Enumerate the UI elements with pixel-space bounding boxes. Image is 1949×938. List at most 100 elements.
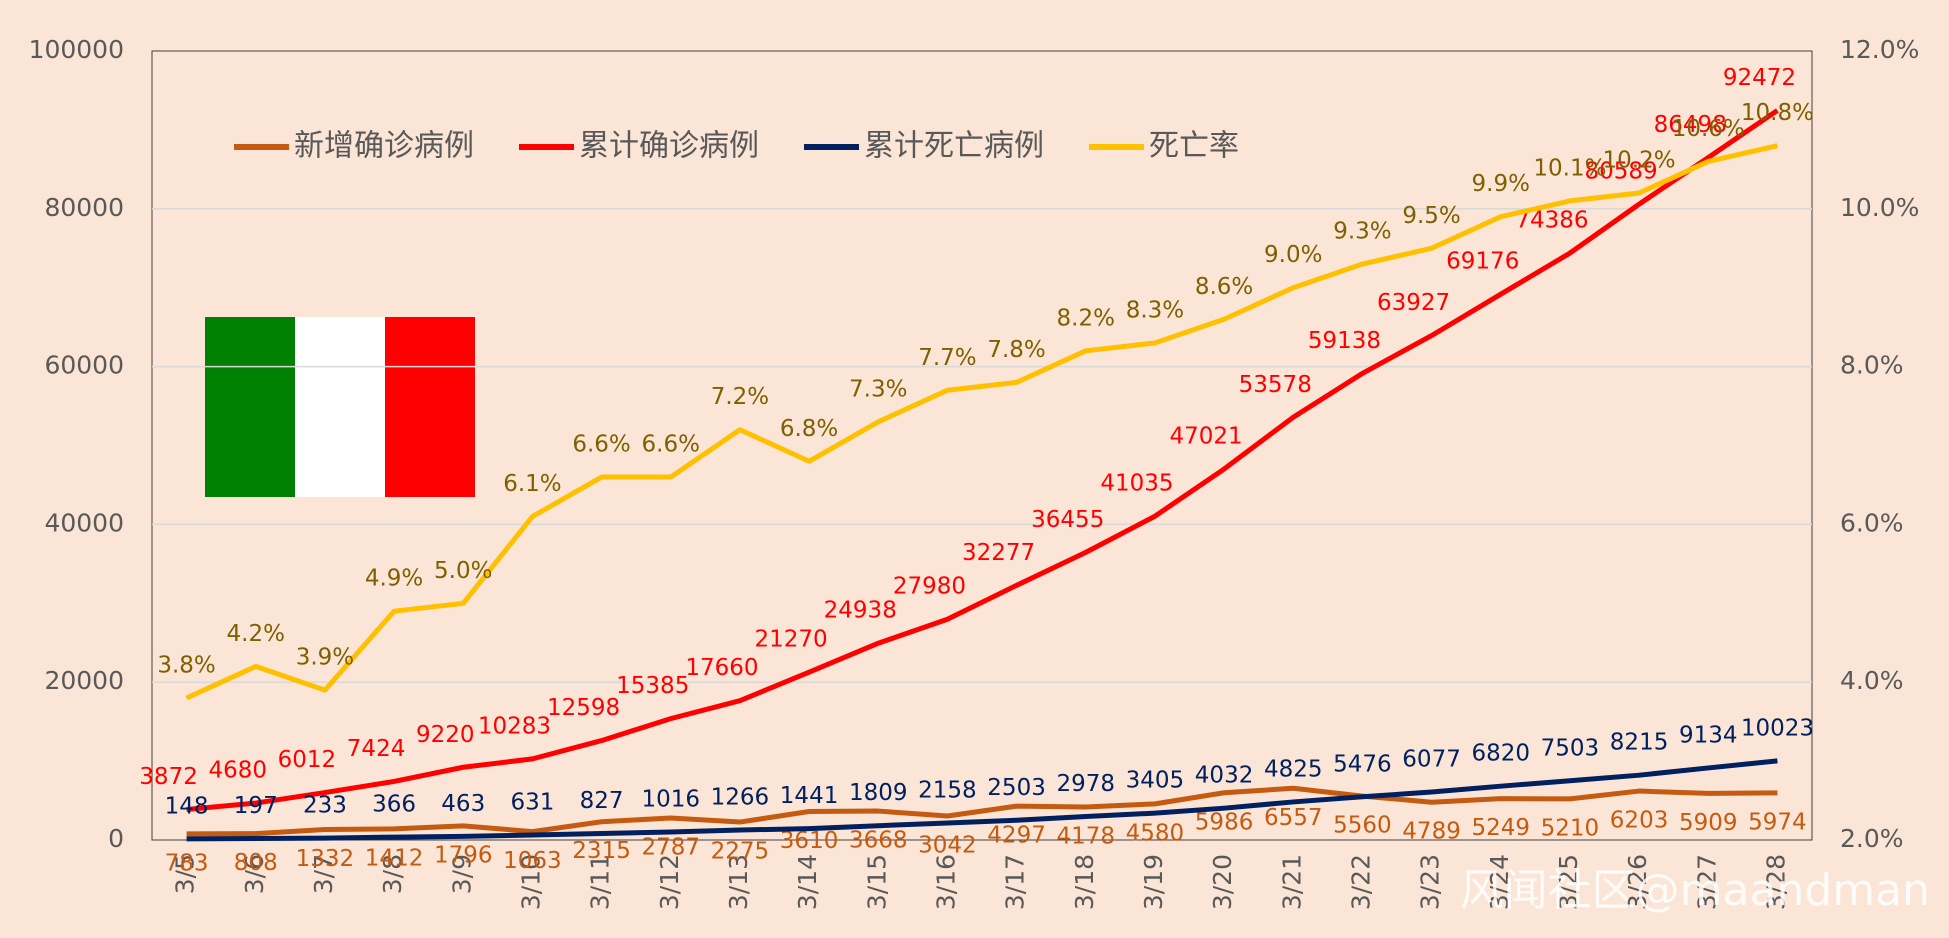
x-tick-label: 3/16 [931, 854, 960, 910]
data-label: 4297 [987, 823, 1046, 849]
x-tick-label: 3/24 [1485, 854, 1514, 910]
data-label: 4178 [1056, 824, 1115, 850]
data-label: 6.8% [780, 416, 838, 442]
data-label: 6557 [1264, 805, 1323, 831]
data-label: 6203 [1610, 808, 1669, 834]
data-label: 1412 [365, 845, 424, 871]
series-line [186, 785, 1778, 837]
data-label: 3405 [1126, 768, 1185, 794]
data-label: 4680 [208, 758, 267, 784]
data-label: 53578 [1239, 372, 1312, 398]
data-label: 5210 [1541, 815, 1600, 841]
data-label: 2978 [1056, 771, 1115, 797]
data-label: 6077 [1402, 747, 1461, 773]
series-line [185, 143, 1778, 701]
data-label: 9220 [416, 722, 475, 748]
y2-tick-label: 8.0% [1840, 351, 1904, 380]
x-tick-label: 3/20 [1208, 854, 1237, 910]
legend-item: 累计确诊病例 [519, 129, 759, 164]
data-label: 1016 [641, 786, 700, 812]
data-label: 3610 [780, 828, 839, 854]
data-label: 10.1% [1533, 155, 1606, 181]
data-label: 7.7% [918, 345, 976, 371]
x-tick-label: 3/9 [447, 854, 476, 894]
data-label: 1796 [434, 842, 493, 868]
y-tick-label: 20000 [44, 666, 124, 695]
data-label: 3042 [918, 832, 977, 858]
x-tick-label: 3/13 [724, 854, 753, 910]
data-label: 8.2% [1057, 305, 1115, 331]
data-label: 4789 [1402, 819, 1461, 845]
data-label: 27980 [893, 574, 966, 600]
y-tick-label: 80000 [44, 193, 124, 222]
data-label: 6.6% [642, 432, 700, 458]
data-label: 4825 [1264, 756, 1323, 782]
series-line [186, 108, 1779, 812]
x-tick-label: 3/23 [1416, 854, 1445, 910]
legend-item: 累计死亡病例 [804, 129, 1044, 164]
data-label: 36455 [1031, 507, 1104, 533]
data-label: 12598 [547, 695, 620, 721]
data-label: 8215 [1610, 730, 1669, 756]
data-label: 9.0% [1264, 242, 1322, 268]
data-label: 10.8% [1741, 100, 1814, 126]
data-label: 5974 [1748, 809, 1807, 835]
x-tick-label: 3/22 [1346, 854, 1375, 910]
x-tick-label: 3/5 [171, 854, 200, 894]
x-tick-label: 3/11 [586, 854, 615, 910]
data-label: 69176 [1446, 249, 1519, 275]
y-tick-label: 0 [108, 824, 124, 853]
data-label: 7503 [1541, 735, 1600, 761]
data-label: 4.2% [227, 621, 285, 647]
data-label: 4.9% [365, 566, 423, 592]
data-label: 9134 [1679, 722, 1738, 748]
data-label: 6820 [1471, 741, 1530, 767]
y2-tick-label: 4.0% [1840, 666, 1904, 695]
data-label: 92472 [1723, 65, 1796, 91]
data-label: 631 [510, 790, 554, 816]
x-tick-label: 3/21 [1277, 854, 1306, 910]
data-label: 233 [303, 793, 347, 819]
series-line [186, 758, 1778, 842]
x-tick-label: 3/27 [1692, 854, 1721, 910]
x-tick-label: 3/26 [1623, 854, 1652, 910]
data-label: 5476 [1333, 751, 1392, 777]
data-label: 10.2% [1603, 148, 1676, 174]
data-label: 3872 [139, 764, 198, 790]
data-label: 21270 [754, 627, 827, 653]
data-label: 10.6% [1672, 116, 1745, 142]
data-label: 7.3% [849, 376, 907, 402]
data-label: 8.6% [1195, 274, 1253, 300]
data-label: 7.8% [987, 337, 1045, 363]
data-label: 2315 [572, 838, 631, 864]
data-label: 9.5% [1402, 203, 1460, 229]
y2-tick-label: 10.0% [1840, 193, 1919, 222]
data-label: 2275 [711, 839, 770, 865]
watermark: 风闻社区@maandman [1460, 865, 1930, 916]
data-label: 6012 [278, 747, 337, 773]
y-tick-label: 60000 [44, 351, 124, 380]
x-tick-label: 3/10 [516, 854, 545, 910]
x-tick-label: 3/12 [655, 854, 684, 910]
data-label: 10023 [1741, 715, 1814, 741]
legend-label: 累计确诊病例 [579, 129, 759, 164]
data-label: 5560 [1333, 813, 1392, 839]
data-label: 4580 [1126, 820, 1185, 846]
y2-tick-label: 2.0% [1840, 824, 1904, 853]
data-label: 1809 [849, 780, 908, 806]
data-label: 5249 [1471, 815, 1530, 841]
x-tick-label: 3/28 [1761, 854, 1790, 910]
legend-item: 新增确诊病例 [234, 129, 474, 164]
data-label: 2787 [641, 835, 700, 861]
data-label: 3.8% [157, 652, 215, 678]
data-label: 197 [234, 793, 278, 819]
legend-label: 新增确诊病例 [294, 129, 474, 164]
data-label: 8.3% [1126, 297, 1184, 323]
legend-item: 死亡率 [1089, 129, 1239, 164]
data-label: 808 [234, 850, 278, 876]
y2-tick-label: 12.0% [1840, 35, 1919, 64]
data-label: 47021 [1169, 424, 1242, 450]
data-label: 7424 [347, 736, 406, 762]
x-tick-label: 3/6 [240, 854, 269, 894]
data-label: 32277 [962, 540, 1035, 566]
